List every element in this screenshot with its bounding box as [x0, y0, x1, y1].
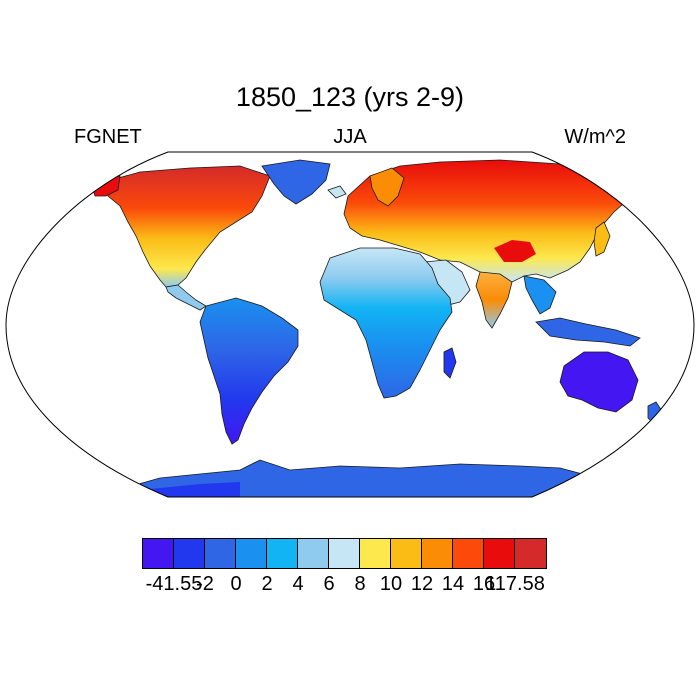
- japan-region: [593, 221, 611, 257]
- tibet-region: [494, 240, 536, 262]
- colorbar-tick-label: 6: [323, 573, 335, 595]
- colorbar-tick-label: 12: [410, 573, 434, 595]
- africa-region: [319, 247, 453, 399]
- colorbar-tick-label: 117.58: [485, 573, 545, 595]
- colorbar-swatch: [205, 539, 236, 568]
- madagascar-region: [443, 347, 457, 379]
- southeast-asia-region: [523, 275, 557, 315]
- iceland-region: [327, 185, 347, 199]
- colorbar-tick-label: 16: [472, 573, 496, 595]
- colorbar-tick-label: -41.55: [145, 573, 203, 595]
- central-america-region: [165, 284, 207, 311]
- india-region: [475, 271, 513, 329]
- colorbar-tick-label: 10: [379, 573, 403, 595]
- colorbar-tick-label: 4: [292, 573, 304, 595]
- colorbar-swatch: [298, 539, 329, 568]
- colorbar-swatch: [329, 539, 360, 568]
- colorbar-swatch: [422, 539, 453, 568]
- plot-title: 1850_123 (yrs 2-9): [235, 82, 465, 112]
- units-label: W/m^2: [564, 126, 626, 148]
- indonesia-region: [535, 317, 641, 347]
- greenland-region: [261, 159, 331, 205]
- south-america-region: [199, 297, 299, 445]
- colorbar-swatch: [360, 539, 391, 568]
- colorbar-swatch: [391, 539, 422, 568]
- colorbar-swatch: [174, 539, 205, 568]
- colorbar-swatch: [236, 539, 267, 568]
- scandinavia-region: [369, 167, 405, 207]
- globe-outline: [5, 151, 695, 498]
- colorbar-swatch: [143, 539, 174, 568]
- colorbar-swatch: [267, 539, 298, 568]
- colorbar-swatch: [515, 539, 546, 568]
- colorbar-tick-label: 0: [230, 573, 242, 595]
- season-label: JJA: [333, 126, 367, 148]
- new-zealand-region: [647, 401, 665, 427]
- australia-region: [559, 351, 639, 413]
- colorbar-tick-label: 14: [441, 573, 465, 595]
- colorbar-swatch: [453, 539, 484, 568]
- colorbar-swatch: [484, 539, 515, 568]
- colorbar-tick-label: 8: [354, 573, 366, 595]
- colorbar-tick-label: 2: [261, 573, 273, 595]
- north-america-region: [103, 165, 271, 288]
- eurasia-region: [343, 159, 641, 283]
- colorbar: [142, 538, 547, 569]
- colorbar-tick-label: -2: [196, 573, 214, 595]
- variable-label: FGNET: [74, 126, 142, 148]
